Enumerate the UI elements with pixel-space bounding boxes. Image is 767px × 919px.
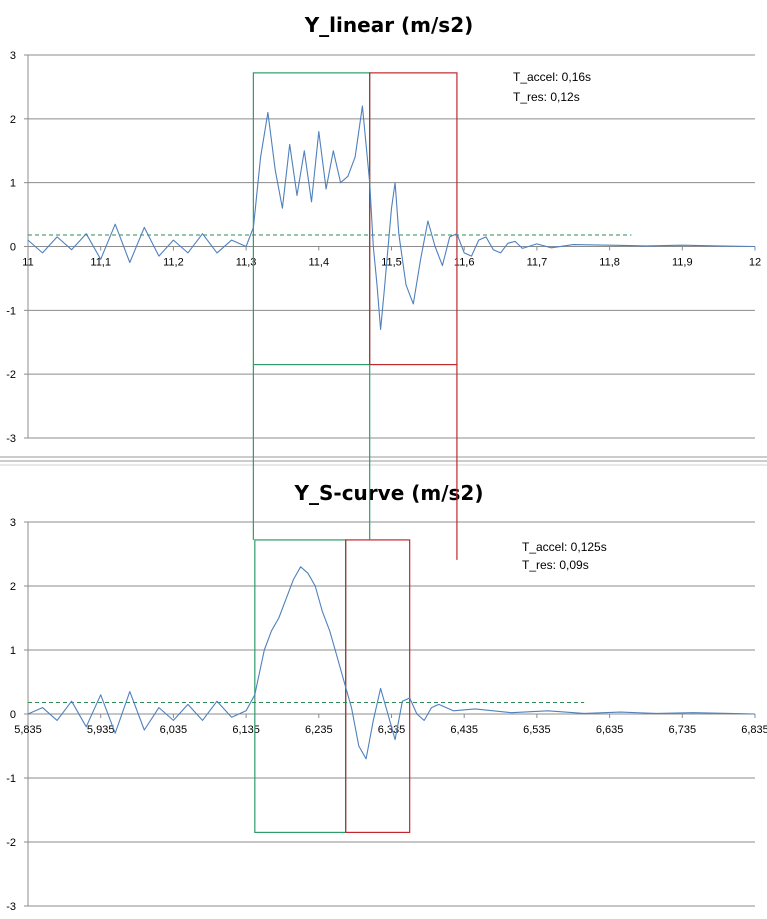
x-tick-label: 11,2: [163, 257, 184, 269]
x-tick-label: 11,1: [90, 257, 111, 269]
y-tick-label: -1: [6, 305, 16, 317]
y-tick-label: 1: [10, 178, 16, 190]
x-tick-label: 11,7: [527, 257, 548, 269]
x-tick-label: 6,535: [523, 724, 551, 736]
y-tick-labels-y-linear: 3 2 1 0 -1 -2 -3: [6, 50, 16, 445]
annotation-t-accel-linear: T_accel: 0,16s: [513, 70, 591, 84]
grid-lines-y-s-curve: [24, 521, 756, 907]
annotation-t-res-s-curve: T_res: 0,09s: [522, 558, 589, 572]
accel-interval-box: [252, 72, 371, 366]
chart-separator: [0, 456, 767, 466]
interval-boxes-y-s-curve: [254, 539, 411, 833]
x-tick-label: 6,435: [450, 724, 478, 736]
y-tick-label: 3: [10, 50, 16, 62]
resonance-interval-box: [369, 72, 458, 366]
annotation-t-res-linear: T_res: 0,12s: [513, 90, 580, 104]
x-tick-label: 11,6: [454, 257, 475, 269]
x-tick-label: 6,335: [378, 724, 406, 736]
chart-y-s-curve: Y_S-curve (m/s2) 3 2 1 0 -1 -2 -3 5,835 5,935 6,…: [6, 481, 767, 913]
y-tick-label: 1: [10, 645, 16, 657]
x-tick-label: 6,835: [741, 724, 767, 736]
accel-interval-box: [254, 539, 347, 833]
y-tick-label: 2: [10, 114, 16, 126]
x-tick-label: 6,635: [596, 724, 624, 736]
series-y-linear: [27, 105, 756, 331]
y-tick-label: -2: [6, 369, 16, 381]
series-line: [27, 105, 756, 331]
x-tick-label: 11,5: [381, 257, 402, 269]
y-tick-label: -3: [6, 901, 16, 913]
cross-chart-connectors: [252, 364, 458, 560]
x-tick-label: 11: [22, 257, 33, 269]
chart-title-y-s-curve: Y_S-curve (m/s2): [294, 481, 484, 505]
chart-y-linear: Y_linear (m/s2) 3 2 1 0 -1 -2 -3 11 11,1 11,2 11,…: [6, 13, 761, 445]
x-tick-label: 6,735: [669, 724, 697, 736]
y-tick-label: -3: [6, 433, 16, 445]
x-tick-label: 11,3: [236, 257, 257, 269]
interval-boxes-y-linear: [252, 72, 458, 366]
x-tick-labels-y-s-curve: 5,835 5,935 6,035 6,135 6,235 6,335 6,435 6,535…: [14, 724, 767, 736]
y-tick-labels-y-s-curve: 3 2 1 0 -1 -2 -3: [6, 517, 16, 913]
annotation-t-accel-s-curve: T_accel: 0,125s: [522, 540, 607, 554]
y-tick-label: -2: [6, 837, 16, 849]
y-tick-label: -1: [6, 773, 16, 785]
y-tick-label: 0: [10, 242, 16, 254]
x-tick-label: 11,9: [672, 257, 693, 269]
y-tick-label: 0: [10, 709, 16, 721]
x-tick-label: 5,935: [87, 724, 115, 736]
x-tick-label: 11,8: [599, 257, 620, 269]
x-tick-label: 6,135: [232, 724, 260, 736]
y-tick-label: 3: [10, 517, 16, 529]
y-tick-label: 2: [10, 581, 16, 593]
series-y-s-curve: [27, 566, 756, 760]
x-tick-label: 5,835: [14, 724, 42, 736]
grid-lines-y-linear: [24, 54, 756, 439]
x-tick-label: 12: [749, 257, 761, 269]
x-tick-labels-y-linear: 11 11,1 11,2 11,3 11,4 11,5 11,6 11,7 11,8 11,9 12: [22, 257, 761, 269]
x-tick-label: 6,235: [305, 724, 333, 736]
x-tick-label: 6,035: [160, 724, 188, 736]
resonance-interval-box: [345, 539, 411, 833]
x-tick-label: 11,4: [309, 257, 330, 269]
chart-title-y-linear: Y_linear (m/s2): [304, 13, 474, 37]
series-line: [27, 566, 756, 760]
